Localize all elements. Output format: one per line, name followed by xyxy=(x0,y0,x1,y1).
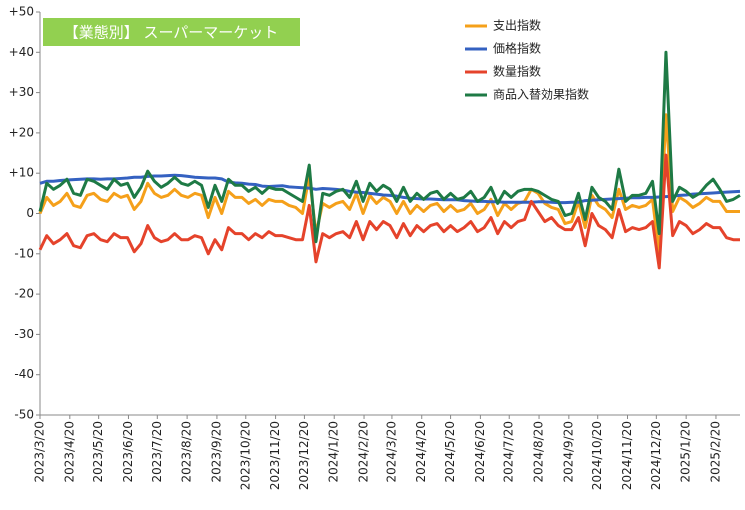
y-tick-label: 0 xyxy=(26,206,34,220)
x-tick-label: 2024/8/20 xyxy=(532,421,546,483)
series-line xyxy=(38,50,741,244)
x-tick-label: 2023/10/20 xyxy=(238,421,252,490)
chart-title: 【業態別】 スーパーマーケット xyxy=(64,24,279,42)
x-tick-label: 2024/4/20 xyxy=(414,421,428,483)
x-tick-label: 2023/11/20 xyxy=(268,421,282,490)
y-tick-label: +10 xyxy=(9,166,34,180)
y-tick-label: -30 xyxy=(14,327,34,341)
x-tick-label: 2023/12/20 xyxy=(297,421,311,490)
legend-box xyxy=(461,14,596,108)
x-tick-label: 2023/3/20 xyxy=(33,421,47,483)
legend-label: 数量指数 xyxy=(493,64,541,79)
x-tick-label: 2025/1/20 xyxy=(679,421,693,483)
legend-label: 価格指数 xyxy=(493,41,541,56)
y-tick-label: -20 xyxy=(14,287,34,301)
title-box xyxy=(43,18,300,46)
legend-label: 支出指数 xyxy=(493,18,541,33)
y-tick-label: -10 xyxy=(14,246,34,260)
x-tick-label: 2024/9/20 xyxy=(561,421,575,483)
x-tick-label: 2024/5/20 xyxy=(443,421,457,483)
series-line xyxy=(38,153,740,270)
y-tick-label: +20 xyxy=(9,125,34,139)
x-tick-label: 2023/5/20 xyxy=(91,421,105,483)
x-tick-label: 2024/6/20 xyxy=(473,421,487,483)
series-line xyxy=(39,173,741,205)
x-tick-label: 2024/10/20 xyxy=(590,421,604,490)
legend-label: 商品入替効果指数 xyxy=(493,87,589,102)
x-tick-label: 2023/6/20 xyxy=(121,421,135,483)
x-tick-label: 2024/1/20 xyxy=(327,421,341,483)
series-line xyxy=(38,113,740,256)
x-tick-label: 2025/2/20 xyxy=(708,421,722,483)
x-tick-label: 2024/11/20 xyxy=(620,421,634,490)
y-tick-label: +30 xyxy=(9,85,34,99)
x-tick-label: 2024/2/20 xyxy=(357,421,371,483)
y-tick-label: -50 xyxy=(14,408,34,422)
y-tick-label: +40 xyxy=(9,45,34,59)
x-tick-label: 2024/7/20 xyxy=(502,421,516,483)
x-tick-label: 2024/12/20 xyxy=(649,421,663,490)
y-tick-label: +50 xyxy=(9,5,34,19)
x-tick-label: 2023/9/20 xyxy=(209,421,223,483)
y-tick-label: -40 xyxy=(14,367,34,381)
x-tick-label: 2024/3/20 xyxy=(384,421,398,483)
x-tick-label: 2023/7/20 xyxy=(150,421,164,483)
x-tick-label: 2023/4/20 xyxy=(62,421,76,483)
x-tick-label: 2023/8/20 xyxy=(180,421,194,483)
